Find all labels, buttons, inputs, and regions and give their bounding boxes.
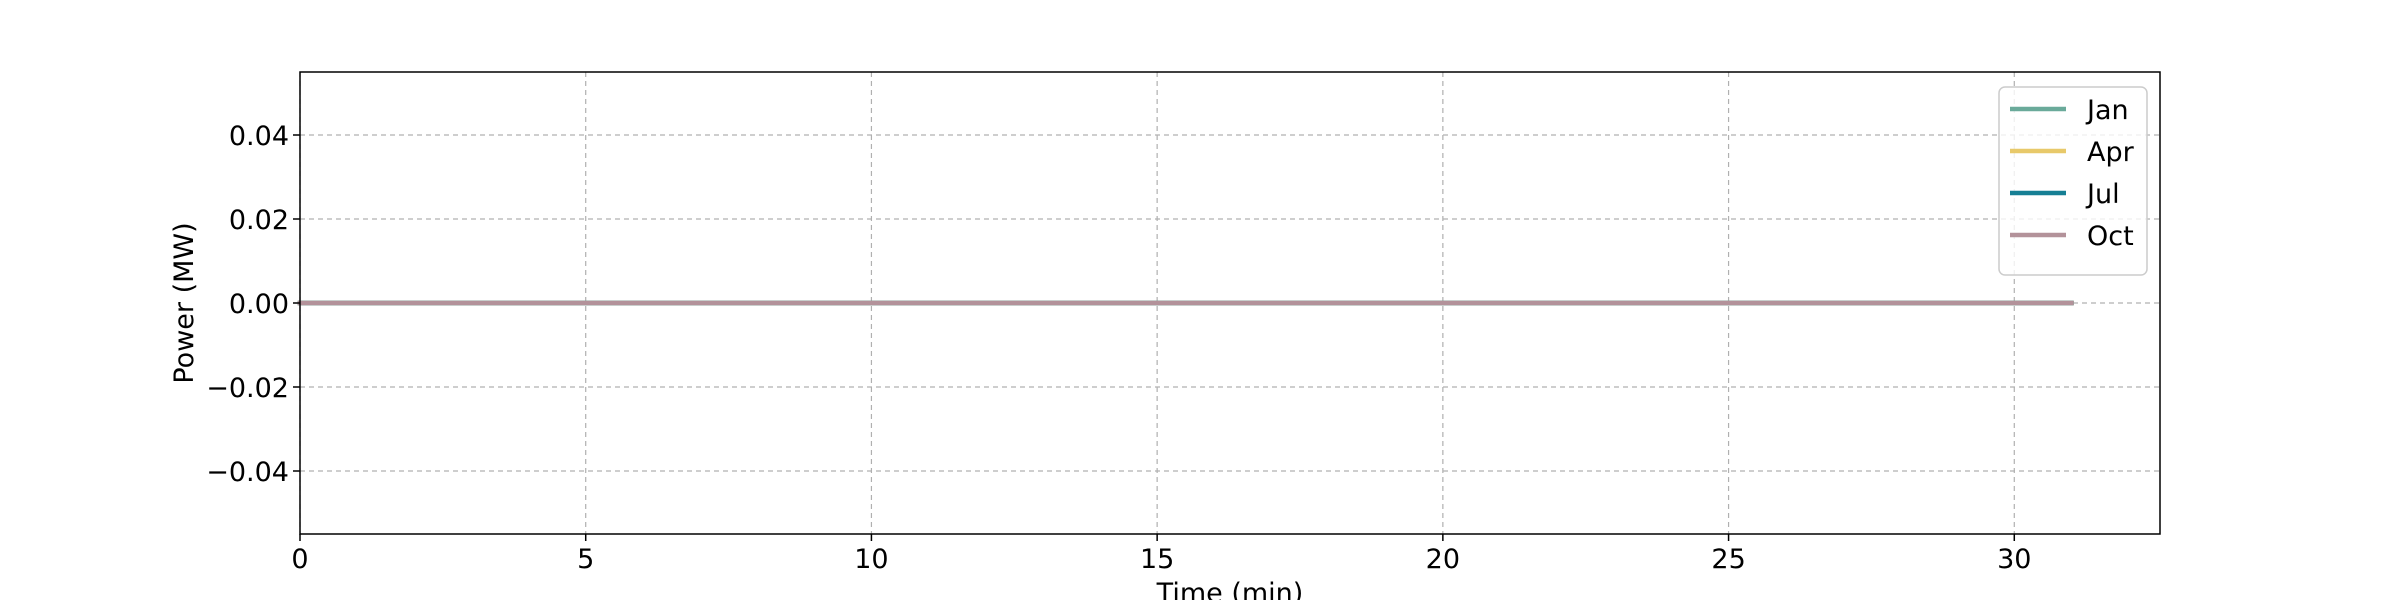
y-tick-label: −0.02	[206, 373, 289, 404]
x-tick-label: 25	[1711, 544, 1745, 575]
x-tick-label: 0	[291, 544, 308, 575]
legend-label-oct: Oct	[2087, 221, 2134, 252]
x-tick-label: 20	[1426, 544, 1460, 575]
y-tick-label: 0.00	[229, 289, 289, 320]
legend-label-jan: Jan	[2085, 95, 2129, 126]
legend-box	[1998, 86, 2148, 276]
x-tick-label: 10	[854, 544, 888, 575]
x-tick-label: 5	[577, 544, 594, 575]
x-tick-label: 30	[1997, 544, 2031, 575]
y-tick-label: 0.04	[229, 121, 289, 152]
y-tick-label: −0.04	[206, 457, 289, 488]
x-tick-label: 15	[1140, 544, 1174, 575]
legend: Jan Apr Jul Oct	[1998, 86, 2148, 276]
y-tick-label: 0.02	[229, 205, 289, 236]
y-axis-ticks: 0.04 0.02 0.00 −0.02 −0.04	[206, 121, 300, 488]
legend-label-jul: Jul	[2085, 179, 2120, 210]
legend-label-apr: Apr	[2087, 137, 2135, 168]
x-axis-label: Time (min)	[1156, 578, 1304, 600]
x-axis-ticks: 0 5 10 15 20 25 30	[291, 534, 2031, 575]
y-axis-label: Power (MW)	[169, 222, 200, 383]
